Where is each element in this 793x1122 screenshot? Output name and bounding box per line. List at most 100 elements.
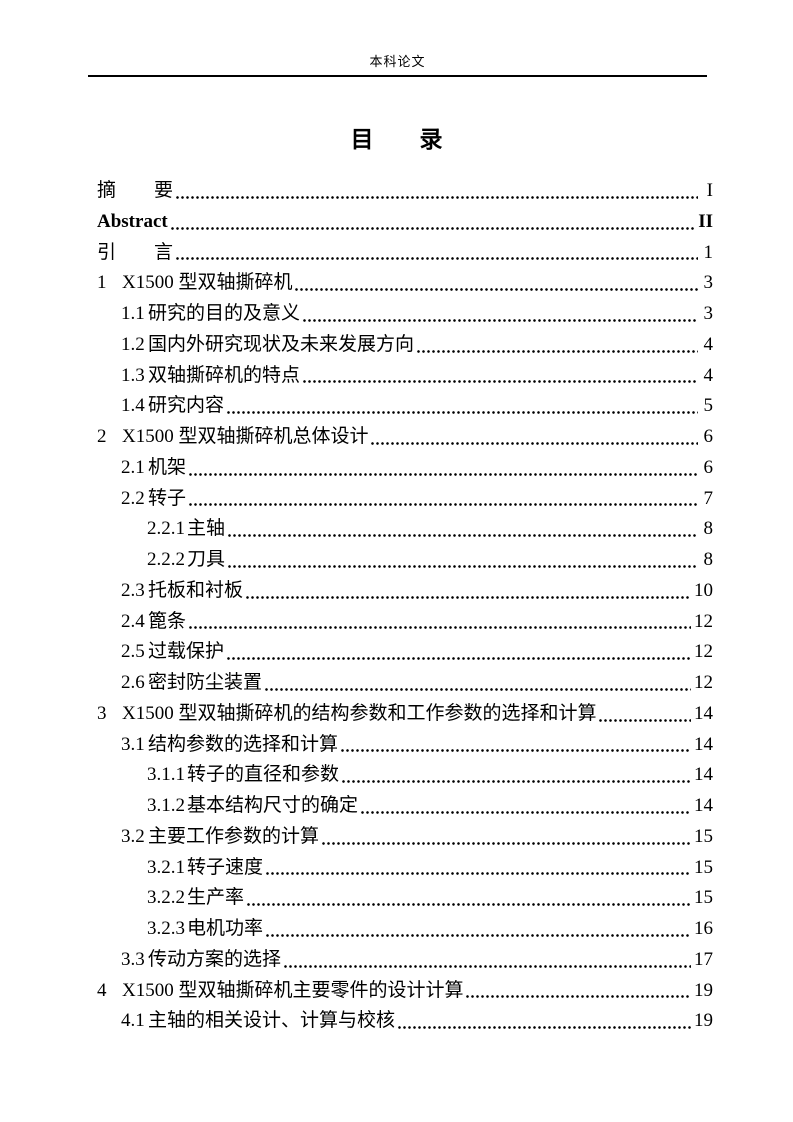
- dot-leader: [227, 514, 698, 545]
- dot-leader: [265, 852, 691, 884]
- toc-entry-number: 4: [97, 979, 107, 1001]
- toc-entry[interactable]: 3.2.2 生产率 15: [97, 883, 713, 914]
- dot-leader: [294, 268, 698, 299]
- toc-entry-page: 6: [703, 456, 714, 478]
- dot-leader: [321, 821, 691, 853]
- dot-leader: [175, 237, 698, 269]
- toc-entry-label: 密封防尘装置: [148, 672, 263, 693]
- toc-entry-number: 1.2: [121, 333, 145, 355]
- toc-entry[interactable]: 1.2 国内外研究现状及未来发展方向 4: [97, 329, 713, 361]
- dot-leader: [360, 791, 691, 822]
- dot-leader: [226, 637, 691, 668]
- toc-entry-number: 3.2.3: [147, 918, 185, 939]
- dot-leader: [175, 176, 698, 207]
- toc-entry-page: 10: [694, 579, 713, 601]
- toc-entry[interactable]: 2.1 机架 6: [97, 452, 714, 484]
- toc-entry-number: 3.1.1: [147, 764, 185, 786]
- toc-entry-page: 19: [694, 1010, 713, 1032]
- toc-entry[interactable]: 3.3 传动方案的选择 17: [97, 944, 713, 976]
- toc-entry-label: 篦条: [148, 610, 187, 632]
- toc-entry-label: 主轴: [187, 518, 226, 540]
- toc-entry[interactable]: 2 X1500 型双轴撕碎机总体设计 6: [97, 422, 713, 453]
- toc-entry-label: 生产率: [187, 887, 245, 909]
- dot-leader: [246, 883, 691, 914]
- toc-entry-page: 3: [703, 303, 714, 324]
- toc-entry-label: 主要工作参数的计算: [148, 825, 320, 847]
- toc-entry-number: 1.1: [121, 303, 145, 324]
- toc-entry-number: 4.1: [121, 1010, 145, 1032]
- dot-leader: [465, 975, 691, 1007]
- toc-entry[interactable]: 2.2.1 主轴 8: [97, 514, 713, 545]
- toc-entry-page: 14: [694, 764, 713, 786]
- toc-entry-label: 刀具: [187, 549, 226, 570]
- toc-entry-number: 3.1.2: [147, 795, 185, 816]
- toc-entry[interactable]: 3 X1500 型双轴撕碎机的结构参数和工作参数的选择和计算 14: [97, 698, 713, 730]
- dot-leader: [397, 1006, 691, 1037]
- toc-entry[interactable]: 1.4 研究内容 5: [97, 391, 713, 422]
- toc-entry-label: 转子的直径和参数: [187, 764, 340, 786]
- dot-leader: [265, 914, 691, 945]
- toc-entry[interactable]: 引 言 1: [97, 237, 714, 269]
- dot-leader: [264, 668, 691, 699]
- toc-entry-page: 14: [694, 702, 713, 724]
- dot-leader: [416, 329, 698, 361]
- toc-entry-number: 3.2.1: [147, 856, 185, 878]
- toc-entry-number: 2.6: [121, 672, 145, 693]
- toc-entry-label: 转子速度: [187, 856, 264, 878]
- dot-leader: [188, 483, 698, 515]
- toc-entry-label: 电机功率: [187, 918, 264, 939]
- toc-entry[interactable]: 2.6 密封防尘装置 12: [97, 668, 713, 699]
- toc-entry-page: 16: [694, 918, 713, 939]
- dot-leader: [226, 391, 698, 422]
- toc-entry-number: 3.1: [121, 733, 145, 755]
- toc-entry[interactable]: 2.3 托板和衬板 10: [97, 575, 713, 607]
- toc-entry[interactable]: 3.2.3 电机功率 16: [97, 914, 713, 945]
- toc-entry-page: 1: [703, 241, 714, 263]
- toc-entry-page: 17: [694, 948, 713, 970]
- toc-entry-label: 引 言: [97, 241, 174, 263]
- toc-entry[interactable]: 3.2.1 转子速度 15: [97, 852, 713, 884]
- dot-leader: [227, 545, 698, 576]
- toc-entry[interactable]: 2.5 过载保护 12: [97, 637, 713, 668]
- dot-leader: [169, 206, 696, 238]
- toc-entry[interactable]: 1.3 双轴撕碎机的特点 4: [97, 360, 713, 392]
- toc-entry-label: Abstract: [97, 210, 168, 232]
- toc-entry[interactable]: 2.2.2 刀具 8: [97, 545, 713, 576]
- toc-entry-page: 5: [703, 395, 714, 417]
- toc-entry-page: 19: [694, 979, 713, 1001]
- toc-entry[interactable]: 1 X1500 型双轴撕碎机 3: [97, 268, 713, 299]
- toc-entry[interactable]: 2.4 篦条 12: [97, 606, 713, 638]
- toc-entry[interactable]: Abstract II: [97, 206, 713, 238]
- toc-entry[interactable]: 3.1 结构参数的选择和计算 14: [97, 729, 713, 761]
- toc-list: 摘 要 I Abstract II 引 言 1 1 X1500 型双轴撕碎机 3 1.1 研究的目的…: [97, 176, 713, 1037]
- toc-entry[interactable]: 4 X1500 型双轴撕碎机主要零件的设计计算 19: [97, 975, 713, 1007]
- toc-entry-number: 1.3: [121, 364, 145, 386]
- dot-leader: [188, 606, 691, 638]
- toc-entry-number: 1: [97, 272, 107, 294]
- toc-entry-number: 2.5: [121, 641, 145, 663]
- toc-entry[interactable]: 4.1 主轴的相关设计、计算与校核 19: [97, 1006, 713, 1037]
- toc-entry-number: 2.4: [121, 610, 145, 632]
- toc-entry-page: 15: [694, 825, 713, 847]
- toc-entry-label: 国内外研究现状及未来发展方向: [148, 333, 415, 355]
- toc-entry[interactable]: 2.2 转子 7: [97, 483, 713, 515]
- toc-entry-label: X1500 型双轴撕碎机主要零件的设计计算: [122, 979, 464, 1001]
- toc-entry-label: 主轴的相关设计、计算与校核: [148, 1010, 396, 1032]
- toc-entry[interactable]: 3.1.2 基本结构尺寸的确定 14: [97, 791, 713, 822]
- toc-entry-number: 1.4: [121, 395, 145, 417]
- dot-leader: [188, 452, 698, 484]
- toc-entry-label: 摘 要: [97, 180, 174, 201]
- toc-entry-label: 研究的目的及意义: [148, 303, 301, 324]
- toc-title: 目 录: [350, 126, 443, 152]
- toc-entry-page: 15: [694, 887, 713, 909]
- dot-leader: [245, 575, 691, 607]
- toc-entry[interactable]: 3.1.1 转子的直径和参数 14: [97, 760, 713, 791]
- toc-entry-number: 3.2: [121, 825, 145, 847]
- toc-entry-number: 3: [97, 702, 107, 724]
- toc-entry[interactable]: 3.2 主要工作参数的计算 15: [97, 821, 713, 853]
- toc-entry[interactable]: 1.1 研究的目的及意义 3: [97, 299, 713, 330]
- header-text: 本科论文: [369, 54, 426, 69]
- toc-entry-page: 8: [703, 518, 714, 540]
